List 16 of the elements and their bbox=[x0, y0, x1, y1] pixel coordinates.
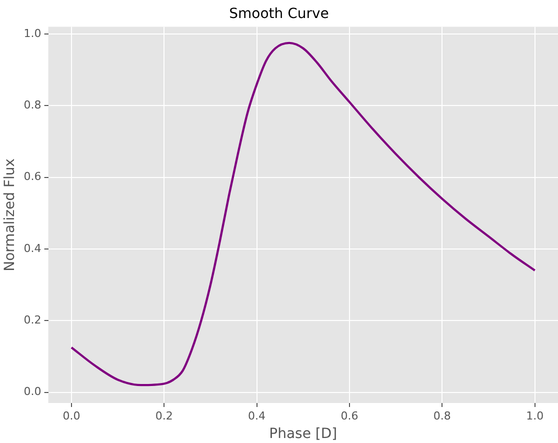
y-tick-label: 0.8 bbox=[24, 98, 42, 112]
y-tick-label: 0.6 bbox=[24, 170, 42, 184]
chart-title: Smooth Curve bbox=[229, 6, 329, 22]
x-tick-label: 0.0 bbox=[62, 409, 80, 422]
x-tick-label: 0.4 bbox=[248, 409, 266, 422]
y-tick-label: 0.4 bbox=[24, 242, 42, 255]
x-tick-label: 0.6 bbox=[340, 409, 358, 422]
x-tick-label: 0.8 bbox=[433, 409, 451, 422]
y-tick-label: 0.0 bbox=[24, 385, 42, 398]
x-tick-label: 0.2 bbox=[155, 409, 173, 422]
x-tick-label: 1.0 bbox=[526, 409, 544, 422]
y-tick-label: 0.2 bbox=[24, 313, 42, 326]
x-axis-title: Phase [D] bbox=[269, 426, 338, 442]
y-tick-label: 1.0 bbox=[24, 26, 42, 40]
y-axis-title: Normalized Flux bbox=[2, 158, 18, 272]
line-series bbox=[70, 42, 536, 386]
